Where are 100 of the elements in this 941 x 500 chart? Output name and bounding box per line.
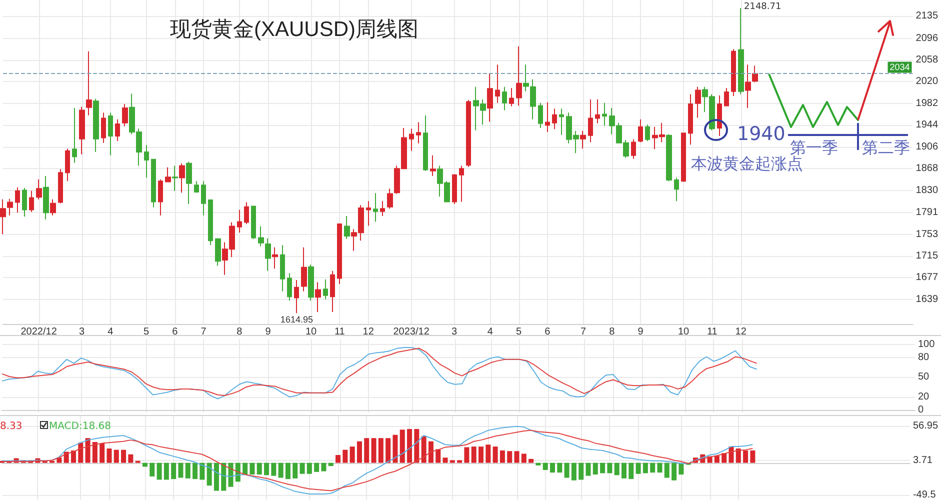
bar xyxy=(264,462,270,476)
bar xyxy=(64,452,69,463)
bar xyxy=(528,458,534,463)
bar xyxy=(292,462,298,478)
candlestick xyxy=(595,98,600,124)
bar xyxy=(592,462,598,475)
candlestick xyxy=(79,106,85,155)
y-tick-label: 3.71 xyxy=(912,454,933,466)
y-tick-label: 1753 xyxy=(916,228,938,240)
bar xyxy=(471,446,476,463)
candlestick xyxy=(36,178,42,200)
candlestick xyxy=(50,198,56,216)
candlestick xyxy=(602,102,607,126)
bar xyxy=(321,462,326,472)
annotation: 8.33 xyxy=(0,421,22,432)
bar xyxy=(650,462,656,473)
bar xyxy=(507,451,512,463)
x-tick-label: 5 xyxy=(143,326,150,338)
y-tick-label: 1791 xyxy=(916,207,938,218)
y-tick-label: 0 xyxy=(918,404,924,416)
candlestick xyxy=(688,94,693,146)
x-tick-label: 5 xyxy=(516,326,522,338)
candlestick xyxy=(165,166,171,182)
bar xyxy=(657,462,662,473)
candlestick xyxy=(65,148,70,182)
bar xyxy=(442,458,448,463)
y-tick-label: 2096 xyxy=(916,32,938,44)
bar xyxy=(542,462,548,470)
bar xyxy=(407,429,412,463)
bar xyxy=(607,462,612,474)
x-tick-label: 12 xyxy=(362,326,374,338)
bar xyxy=(285,462,290,480)
y-tick-label: 1944 xyxy=(916,120,938,131)
bar xyxy=(571,462,576,480)
x-tick-label: 4 xyxy=(108,326,114,338)
bar xyxy=(464,447,470,463)
y-tick-label: 1982 xyxy=(916,98,938,109)
bar xyxy=(421,436,426,463)
text: 现货黄金(XAUUSD)周线图 xyxy=(170,18,419,41)
x-tick-label: 9 xyxy=(638,326,644,338)
candlestick xyxy=(416,122,421,144)
bar xyxy=(350,446,355,463)
bar xyxy=(614,462,620,476)
bar xyxy=(550,462,556,473)
candlestick xyxy=(86,50,92,116)
candlestick xyxy=(337,222,342,284)
bar xyxy=(628,462,634,480)
bar xyxy=(414,429,420,463)
y-tick-label: 1677 xyxy=(916,272,938,284)
bar xyxy=(672,462,677,480)
bar xyxy=(306,462,312,474)
annotation: 第一季 xyxy=(790,138,838,157)
y-tick-label: -49.5 xyxy=(912,490,936,500)
bar xyxy=(492,446,498,463)
candlestick xyxy=(158,178,163,216)
candlestick xyxy=(423,114,428,172)
bar xyxy=(78,442,84,463)
candlestick xyxy=(516,46,522,106)
y-tick-label: 1868 xyxy=(916,163,938,174)
bar xyxy=(150,462,155,476)
bar xyxy=(242,462,248,475)
bar xyxy=(500,450,505,463)
y-tick-label: 1906 xyxy=(916,141,938,152)
bar xyxy=(450,460,455,463)
candlestick xyxy=(237,209,242,234)
candlestick xyxy=(294,280,299,314)
candlestick xyxy=(717,94,722,136)
bar xyxy=(206,462,212,486)
bar xyxy=(214,462,219,491)
x-tick-label: 2023/12 xyxy=(393,326,430,338)
candlestick xyxy=(7,198,13,216)
bar xyxy=(192,462,198,480)
candlestick xyxy=(588,98,593,143)
bar xyxy=(271,462,276,476)
x-tick-label: 9 xyxy=(265,326,272,338)
candlestick xyxy=(258,226,264,247)
candlestick xyxy=(287,272,292,302)
candlestick xyxy=(108,112,113,156)
y-tick-label: 20 xyxy=(918,391,930,402)
bar xyxy=(378,438,384,463)
annotation: 本波黄金起涨点 xyxy=(691,154,803,174)
candlestick xyxy=(344,216,350,240)
x-tick-label: 8 xyxy=(609,326,616,338)
bar xyxy=(356,441,362,463)
bar xyxy=(736,448,741,463)
bar xyxy=(371,438,376,463)
candlestick xyxy=(251,206,256,240)
bar xyxy=(228,462,234,487)
bar xyxy=(278,462,284,478)
bar xyxy=(200,462,205,480)
candlestick xyxy=(43,176,49,220)
x-tick-label: 7 xyxy=(200,326,207,338)
x-tick-label: 10 xyxy=(678,326,690,338)
bar xyxy=(85,438,90,463)
bar xyxy=(578,462,584,480)
annotation: 第二季 xyxy=(862,138,910,158)
x-tick-label: 4 xyxy=(487,326,494,338)
bar xyxy=(678,462,684,475)
candlestick xyxy=(29,190,34,212)
candlestick xyxy=(452,174,457,204)
